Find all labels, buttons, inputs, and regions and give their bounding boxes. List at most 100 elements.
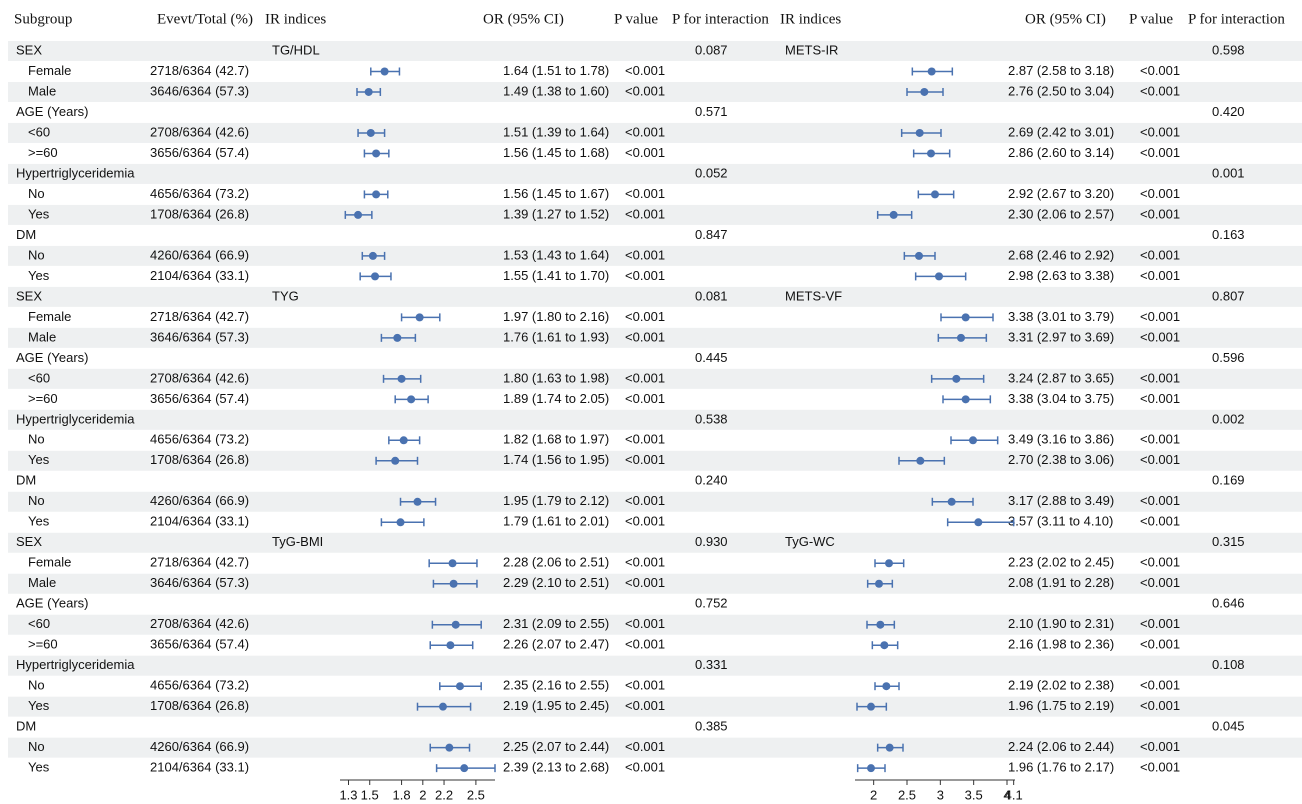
p-value: <0.001 <box>1140 678 1180 693</box>
subgroup-label: No <box>28 247 45 262</box>
or-ci: 2.39 (2.13 to 2.68) <box>503 760 609 775</box>
p-value: <0.001 <box>625 637 665 652</box>
interaction-p: 0.081 <box>695 288 728 303</box>
x-tick-label: 4.1 <box>1005 787 1023 802</box>
index-name: TG/HDL <box>272 42 320 57</box>
event-total: 3656/6364 (57.4) <box>150 637 249 652</box>
interaction-p: 0.385 <box>695 719 728 734</box>
p-value: <0.001 <box>625 268 665 283</box>
point-estimate <box>880 641 889 650</box>
point-estimate <box>396 518 405 527</box>
point-estimate <box>876 620 885 629</box>
group-label: SEX <box>16 42 42 57</box>
event-total: 4656/6364 (73.2) <box>150 432 249 447</box>
p-value: <0.001 <box>1140 555 1180 570</box>
row-stripe <box>8 327 1302 348</box>
or-ci: 1.76 (1.61 to 1.93) <box>503 329 609 344</box>
p-value: <0.001 <box>625 616 665 631</box>
interaction-p: 0.445 <box>695 350 728 365</box>
subgroup-label: >=60 <box>28 391 58 406</box>
x-tick-label: 4 <box>1003 787 1010 802</box>
point-estimate <box>961 313 970 322</box>
group-label: AGE (Years) <box>16 104 89 119</box>
column-header: Subgroup <box>14 11 72 27</box>
p-value: <0.001 <box>1140 452 1180 467</box>
p-value: <0.001 <box>1140 432 1180 447</box>
or-ci: 1.82 (1.68 to 1.97) <box>503 432 609 447</box>
interaction-p: 0.807 <box>1212 288 1245 303</box>
index-name: TYG <box>272 288 299 303</box>
p-value: <0.001 <box>625 678 665 693</box>
column-header: IR indices <box>265 11 326 27</box>
group-label: AGE (Years) <box>16 350 89 365</box>
point-estimate <box>974 518 983 527</box>
column-header: P for interaction <box>672 11 769 27</box>
or-ci: 1.97 (1.80 to 2.16) <box>503 309 609 324</box>
subgroup-label: Yes <box>28 206 50 221</box>
or-ci: 1.96 (1.75 to 2.19) <box>1008 698 1114 713</box>
interaction-p: 0.315 <box>1212 534 1245 549</box>
interaction-p: 0.163 <box>1212 227 1245 242</box>
or-ci: 1.49 (1.38 to 1.60) <box>503 83 609 98</box>
event-total: 2104/6364 (33.1) <box>150 760 249 775</box>
index-name: TyG-WC <box>785 534 835 549</box>
interaction-p: 0.420 <box>1212 104 1245 119</box>
interaction-p: 0.847 <box>695 227 728 242</box>
p-value: <0.001 <box>625 186 665 201</box>
or-ci: 1.39 (1.27 to 1.52) <box>503 206 609 221</box>
or-ci: 1.64 (1.51 to 1.78) <box>503 63 609 78</box>
group-label: Hypertriglyceridemia <box>16 165 135 180</box>
point-estimate <box>969 436 977 445</box>
point-estimate <box>961 395 970 404</box>
x-tick-label: 2 <box>419 787 426 802</box>
interaction-p: 0.930 <box>695 534 728 549</box>
x-tick-label: 2.5 <box>898 787 916 802</box>
subgroup-label: >=60 <box>28 145 58 160</box>
point-estimate <box>391 456 400 465</box>
or-ci: 2.29 (2.10 to 2.51) <box>503 575 609 590</box>
p-value: <0.001 <box>1140 698 1180 713</box>
p-value: <0.001 <box>625 247 665 262</box>
event-total: 3646/6364 (57.3) <box>150 83 249 98</box>
row-stripe <box>8 245 1302 266</box>
column-header: Evevt/Total (%) <box>157 11 253 27</box>
point-estimate <box>438 702 447 711</box>
event-total: 2708/6364 (42.6) <box>150 370 249 385</box>
p-value: <0.001 <box>625 124 665 139</box>
point-estimate <box>354 210 363 219</box>
interaction-p: 0.052 <box>695 165 728 180</box>
column-header: P value <box>614 11 658 27</box>
or-ci: 2.19 (2.02 to 2.38) <box>1008 678 1114 693</box>
p-value: <0.001 <box>1140 637 1180 652</box>
interaction-p: 0.752 <box>695 596 728 611</box>
event-total: 2718/6364 (42.7) <box>150 63 249 78</box>
or-ci: 2.23 (2.02 to 2.45) <box>1008 555 1114 570</box>
p-value: <0.001 <box>1140 145 1180 160</box>
x-tick-label: 1.3 <box>339 787 357 802</box>
p-value: <0.001 <box>625 370 665 385</box>
point-estimate <box>397 374 406 383</box>
group-label: Hypertriglyceridemia <box>16 657 135 672</box>
subgroup-label: Female <box>28 63 71 78</box>
interaction-p: 0.598 <box>1212 42 1245 57</box>
point-estimate <box>368 251 377 260</box>
interaction-p: 0.169 <box>1212 473 1245 488</box>
event-total: 4260/6364 (66.9) <box>150 493 249 508</box>
point-estimate <box>915 128 924 137</box>
p-value: <0.001 <box>1140 124 1180 139</box>
p-value: <0.001 <box>625 555 665 570</box>
p-value: <0.001 <box>625 493 665 508</box>
p-value: <0.001 <box>625 514 665 529</box>
point-estimate <box>460 764 469 773</box>
or-ci: 2.31 (2.09 to 2.55) <box>503 616 609 631</box>
row-stripe <box>8 450 1302 471</box>
point-estimate <box>927 149 935 158</box>
or-ci: 2.26 (2.07 to 2.47) <box>503 637 609 652</box>
p-value: <0.001 <box>625 575 665 590</box>
subgroup-label: Yes <box>28 698 50 713</box>
event-total: 2718/6364 (42.7) <box>150 309 249 324</box>
row-stripe <box>8 409 1302 430</box>
or-ci: 2.68 (2.46 to 2.92) <box>1008 247 1114 262</box>
